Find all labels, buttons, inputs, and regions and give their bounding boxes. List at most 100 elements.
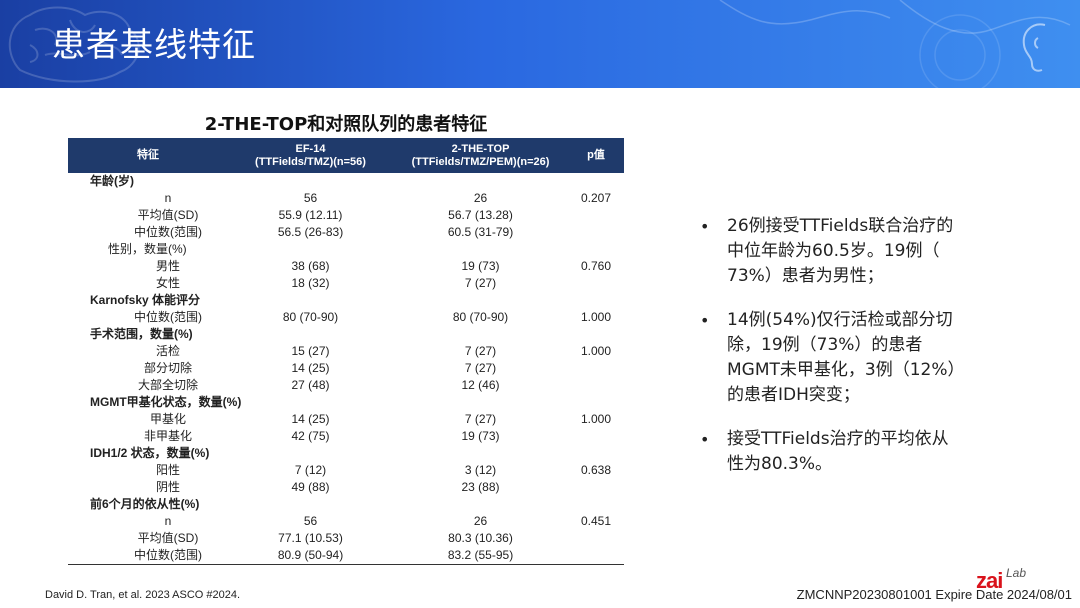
row-label: Karnofsky 体能评分 xyxy=(90,293,201,307)
cell-ef14: 27 (48) xyxy=(291,378,330,392)
bullet-text-line: 73%）患者为男性； xyxy=(727,266,884,286)
bullet-item: • 14例(54%)仅行活检或部分切 除，19例（73%）的患者 MGMT未甲基化，3… xyxy=(700,308,1040,408)
bullet-dot-icon: • xyxy=(700,217,710,236)
row-label: 前6个月的依从性(%) xyxy=(90,497,200,511)
document-code-expire-date: ZMCNNP20230801001 Expire Date 2024/08/01 xyxy=(796,587,1072,602)
table-row: 甲基化 14 (25) 7 (27) 1.000 xyxy=(68,411,624,428)
bullet-text-line: 14例(54%)仅行活检或部分切 xyxy=(727,310,953,330)
row-label: 甲基化 xyxy=(149,412,186,426)
table-section-row: MGMT甲基化状态，数量(%) xyxy=(68,394,624,411)
cell-2-the-top: 60.5 (31-79) xyxy=(447,225,514,239)
table-row: n 56 26 0.207 xyxy=(68,190,624,207)
row-label: 平均值(SD) xyxy=(137,531,199,545)
cell-ef14: 55.9 (12.11) xyxy=(278,208,343,222)
table-row: 活检 15 (27) 7 (27) 1.000 xyxy=(68,343,624,360)
bullet-text-line: 性为80.3%。 xyxy=(727,454,833,474)
cell-ef14: 42 (75) xyxy=(291,429,330,443)
table-title: 2-THE-TOP和对照队列的患者特征 xyxy=(204,114,488,135)
cell-2-the-top: 7 (27) xyxy=(464,344,497,358)
table-body: 年龄(岁) n 56 26 0.207 平均值(SD) 55.9 (12.11) 56.7 (… xyxy=(68,173,624,564)
cell-2-the-top: 19 (73) xyxy=(461,259,500,273)
table-row: 大部全切除 27 (48) 12 (46) xyxy=(68,377,624,394)
row-label: 非甲基化 xyxy=(143,429,192,443)
table-section-row: 手术范围，数量(%) xyxy=(68,326,624,343)
table-row: 中位数(范围) 80.9 (50-94) 83.2 (55-95) xyxy=(68,547,624,564)
row-label: 手术范围，数量(%) xyxy=(90,327,193,341)
cell-2-the-top: 83.2 (55-95) xyxy=(447,548,514,562)
header-feature: 特征 xyxy=(137,149,159,161)
row-label: 女性 xyxy=(155,276,180,290)
cell-ef14: 56 xyxy=(303,514,318,528)
bullet-text-line: 中位年龄为60.5岁。19例（ xyxy=(727,241,940,261)
bullet-item: • 26例接受TTFields联合治疗的 中位年龄为60.5岁。19例（ 73%）患者… xyxy=(700,214,1040,289)
cell-ef14: 14 (25) xyxy=(291,412,330,426)
table-row: 性别，数量(%) xyxy=(68,241,624,258)
row-label: 年龄(岁) xyxy=(90,174,134,188)
table-row: 非甲基化 42 (75) 19 (73) xyxy=(68,428,624,445)
cell-ef14: 15 (27) xyxy=(291,344,330,358)
cell-ef14: 56.5 (26-83) xyxy=(277,225,344,239)
row-label: 中位数(范围) xyxy=(134,225,202,239)
cell-p-value: 1.000 xyxy=(580,412,612,426)
cell-p-value: 0.207 xyxy=(580,191,612,205)
cell-2-the-top: 26 xyxy=(473,514,488,528)
brain-graphic-icon xyxy=(8,6,140,83)
cell-ef14: 56 xyxy=(303,191,318,205)
cell-2-the-top: 3 (12) xyxy=(464,463,497,477)
cell-2-the-top: 12 (46) xyxy=(461,378,500,392)
row-label: 部分切除 xyxy=(143,361,192,375)
cell-p-value: 0.451 xyxy=(580,514,612,528)
cell-2-the-top: 7 (27) xyxy=(464,361,497,375)
row-label: 阳性 xyxy=(155,463,180,477)
table-row: n 56 26 0.451 xyxy=(68,513,624,530)
bullet-text-line: 除，19例（73%）的患者 xyxy=(727,335,923,355)
table-header: 特征 EF-14 (TTFields/TMZ)(n=56) 2-THE-TOP … xyxy=(68,138,624,173)
bullet-text-line: 的患者IDH突变； xyxy=(727,385,860,405)
table-section-row: IDH1/2 状态，数量(%) xyxy=(68,445,624,462)
cell-ef14: 80 (70-90) xyxy=(282,310,339,324)
cell-p-value: 1.000 xyxy=(580,310,612,324)
page-title: 患者基线特征 xyxy=(52,25,256,64)
cell-2-the-top: 23 (88) xyxy=(461,480,500,494)
row-label: n xyxy=(164,191,172,205)
table-row: 平均值(SD) 77.1 (10.53) 80.3 (10.36) xyxy=(68,530,624,547)
citation: David D. Tran, et al. 2023 ASCO #2024. xyxy=(45,589,241,601)
row-label: IDH1/2 状态，数量(%) xyxy=(90,446,210,460)
key-findings-list: • 26例接受TTFields联合治疗的 中位年龄为60.5岁。19例（ 73%）患者… xyxy=(700,214,1040,496)
cell-ef14: 77.1 (10.53) xyxy=(278,531,343,545)
row-label: 阴性 xyxy=(155,480,180,494)
table-section-row: Karnofsky 体能评分 xyxy=(68,292,624,309)
title-banner: 患者基线特征 xyxy=(0,0,1080,88)
cell-p-value: 0.638 xyxy=(580,463,612,477)
cell-2-the-top: 19 (73) xyxy=(461,429,500,443)
table-row: 阴性 49 (88) 23 (88) xyxy=(68,479,624,496)
bullet-dot-icon: • xyxy=(700,311,710,330)
row-label: 中位数(范围) xyxy=(134,310,202,324)
row-label: 平均值(SD) xyxy=(137,208,199,222)
bullet-item: • 接受TTFields治疗的平均依从 性为80.3%。 xyxy=(700,427,1040,477)
cell-2-the-top: 7 (27) xyxy=(464,412,497,426)
face-profile-icon xyxy=(719,0,1071,88)
cell-ef14: 49 (88) xyxy=(291,480,330,494)
cell-ef14: 7 (12) xyxy=(294,463,327,477)
cell-ef14: 14 (25) xyxy=(291,361,330,375)
row-label: 活检 xyxy=(155,344,180,358)
header-p-value: p值 xyxy=(587,149,605,161)
table-bottom-rule xyxy=(68,564,624,565)
bullet-text-line: MGMT未甲基化，3例（12%） xyxy=(727,360,965,380)
zai-lab-logo: zai Lab xyxy=(976,566,1046,593)
header-2-the-top: 2-THE-TOP (TTFields/TMZ/PEM)(n=26) xyxy=(411,142,550,168)
cell-ef14: 18 (32) xyxy=(291,276,330,290)
row-label: 男性 xyxy=(155,259,180,273)
logo-sub-text: Lab xyxy=(1006,566,1027,580)
cell-2-the-top: 80 (70-90) xyxy=(452,310,509,324)
table-row: 部分切除 14 (25) 7 (27) xyxy=(68,360,624,377)
table-row: 中位数(范围) 80 (70-90) 80 (70-90) 1.000 xyxy=(68,309,624,326)
table-row: 女性 18 (32) 7 (27) xyxy=(68,275,624,292)
cell-ef14: 38 (68) xyxy=(291,259,330,273)
table-row: 中位数(范围) 56.5 (26-83) 60.5 (31-79) xyxy=(68,224,624,241)
bullet-dot-icon: • xyxy=(700,430,710,449)
row-label: 大部全切除 xyxy=(137,378,198,392)
row-label: MGMT甲基化状态，数量(%) xyxy=(90,395,242,409)
table-section-row: 年龄(岁) xyxy=(68,173,624,190)
